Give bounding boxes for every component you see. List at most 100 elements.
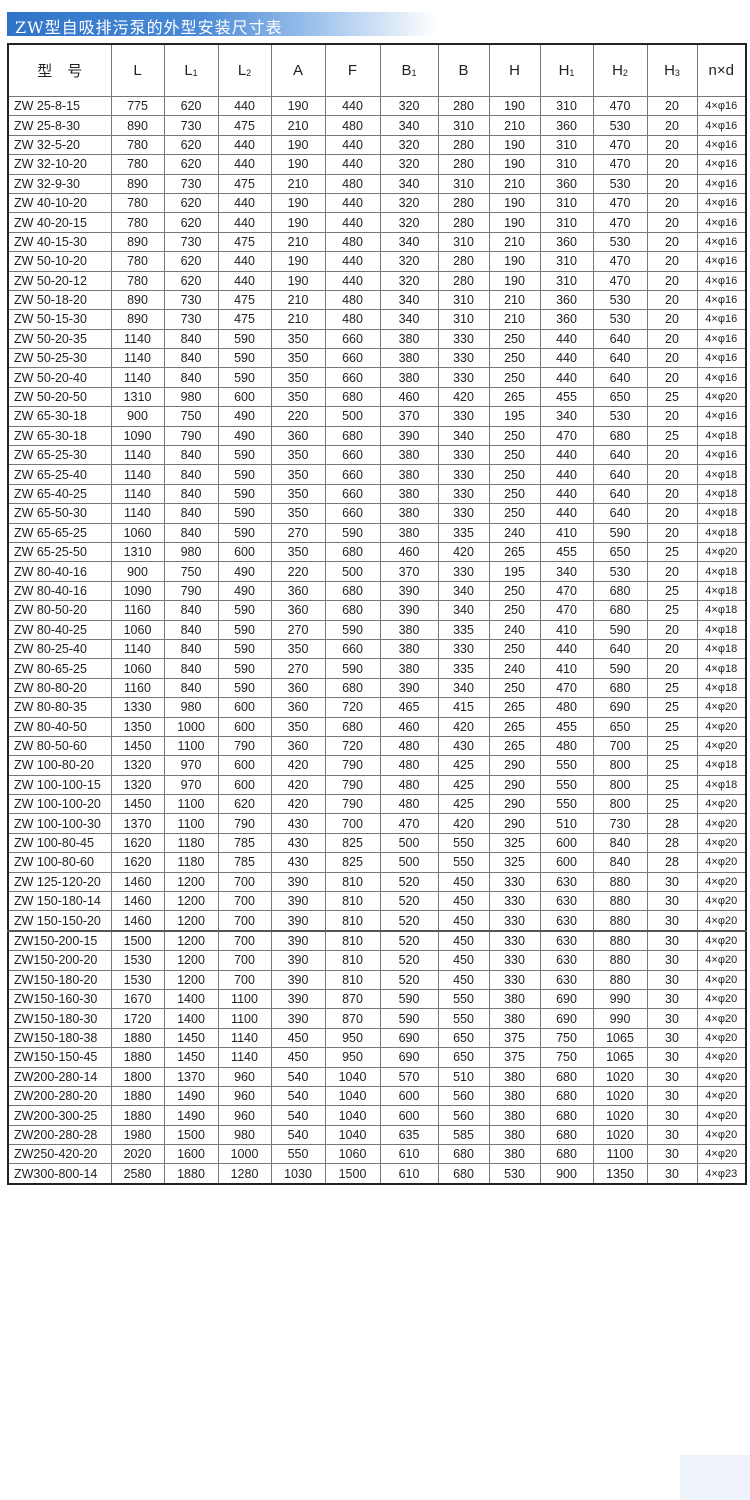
table-cell: 1140 xyxy=(217,1027,272,1049)
table-cell: 590 xyxy=(592,658,648,679)
table-cell: 250 xyxy=(488,483,541,505)
table-cell: 1200 xyxy=(163,910,219,932)
table-cell: 380 xyxy=(379,367,439,388)
model-cell: ZW200-300-25 xyxy=(7,1105,112,1126)
table-cell: 350 xyxy=(270,386,326,408)
table-cell: 20 xyxy=(646,445,698,466)
table-cell: 540 xyxy=(270,1105,326,1126)
table-cell: 335 xyxy=(437,619,490,640)
table-cell: 490 xyxy=(217,580,272,602)
table-cell: 360 xyxy=(539,173,594,194)
table-cell: 590 xyxy=(217,638,272,660)
table-cell: 700 xyxy=(217,871,272,893)
table-cell: 440 xyxy=(324,154,381,175)
table-cell: 1490 xyxy=(163,1105,219,1126)
table-cell: 320 xyxy=(379,270,439,291)
table-cell: 560 xyxy=(437,1085,490,1107)
table-cell: 620 xyxy=(163,251,219,272)
table-cell: 210 xyxy=(488,309,541,330)
table-cell: 475 xyxy=(217,309,272,330)
table-cell: 330 xyxy=(488,891,541,912)
table-cell: 440 xyxy=(539,483,594,505)
table-cell: 330 xyxy=(437,561,490,582)
table-cell: 190 xyxy=(488,251,541,272)
table-cell: 20 xyxy=(646,251,698,272)
table-cell: 440 xyxy=(324,192,381,214)
table-cell: 390 xyxy=(379,425,439,447)
table-cell: 950 xyxy=(324,1027,381,1049)
model-cell: ZW 100-100-15 xyxy=(7,774,112,796)
table-cell: 290 xyxy=(488,774,541,796)
table-cell: 1090 xyxy=(110,425,165,447)
column-header-subscript: 2 xyxy=(622,68,628,78)
table-cell: 470 xyxy=(592,154,648,175)
table-cell: 475 xyxy=(217,115,272,136)
table-cell: 610 xyxy=(379,1163,439,1185)
table-cell: 360 xyxy=(539,289,594,311)
table-cell: 1310 xyxy=(110,541,165,563)
table-cell: 750 xyxy=(539,1027,594,1049)
table-cell: 390 xyxy=(270,950,326,971)
table-cell: 340 xyxy=(437,677,490,699)
table-cell: 700 xyxy=(217,910,272,932)
table-cell: 280 xyxy=(437,251,490,272)
table-cell: 210 xyxy=(488,115,541,136)
table-cell: 4×φ18 xyxy=(696,561,747,582)
model-cell: ZW 80-40-16 xyxy=(7,561,112,582)
table-cell: 455 xyxy=(539,386,594,408)
table-cell: 2580 xyxy=(110,1163,165,1185)
table-row: ZW 125-120-20 1460 1200 700 390 810 520 450 330 6… xyxy=(7,871,747,893)
table-cell: 980 xyxy=(217,1124,272,1146)
table-cell: 340 xyxy=(437,425,490,447)
column-header-label: H xyxy=(664,62,675,79)
table-cell: 650 xyxy=(592,716,648,737)
table-cell: 1040 xyxy=(324,1105,381,1126)
table-cell: 360 xyxy=(270,600,326,621)
table-row: ZW 100-80-60 1620 1180 785 430 825 500 550 325 60… xyxy=(7,852,747,873)
table-cell: 360 xyxy=(270,425,326,447)
table-cell: 470 xyxy=(539,600,594,621)
table-cell: 290 xyxy=(488,813,541,834)
table-cell: 980 xyxy=(163,386,219,408)
table-cell: 890 xyxy=(110,231,165,253)
table-row: ZW 65-50-30 1140 840 590 350 660 380 330 250 440 6… xyxy=(7,503,747,524)
table-cell: 1060 xyxy=(110,619,165,640)
table-cell: 1065 xyxy=(592,1027,648,1049)
table-cell: 680 xyxy=(539,1085,594,1107)
table-cell: 450 xyxy=(437,910,490,932)
table-cell: 4×φ20 xyxy=(696,1008,747,1029)
table-cell: 1020 xyxy=(592,1066,648,1087)
table-cell: 250 xyxy=(488,445,541,466)
table-cell: 4×φ18 xyxy=(696,425,747,447)
table-cell: 680 xyxy=(592,677,648,699)
table-cell: 550 xyxy=(437,988,490,1010)
table-cell: 20 xyxy=(646,270,698,291)
model-cell: ZW 80-65-25 xyxy=(7,658,112,679)
table-cell: 890 xyxy=(110,115,165,136)
table-cell: 4×φ16 xyxy=(696,328,747,350)
model-cell: ZW 65-25-30 xyxy=(7,445,112,466)
table-cell: 690 xyxy=(379,1027,439,1049)
table-cell: 1200 xyxy=(163,950,219,971)
table-cell: 1280 xyxy=(217,1163,272,1185)
table-cell: 590 xyxy=(217,348,272,369)
table-cell: 20 xyxy=(646,503,698,524)
table-cell: 4×φ20 xyxy=(696,852,747,873)
table-cell: 20 xyxy=(646,464,698,485)
table-cell: 240 xyxy=(488,658,541,679)
table-cell: 310 xyxy=(539,270,594,291)
table-cell: 790 xyxy=(217,735,272,757)
table-cell: 840 xyxy=(163,638,219,660)
column-header-label: H xyxy=(612,62,623,79)
table-cell: 530 xyxy=(592,561,648,582)
table-cell: 265 xyxy=(488,386,541,408)
table-cell: 680 xyxy=(324,386,381,408)
table-cell: 210 xyxy=(270,115,326,136)
model-cell: ZW 40-20-15 xyxy=(7,212,112,233)
model-cell: ZW 50-10-20 xyxy=(7,251,112,272)
table-cell: 680 xyxy=(324,677,381,699)
table-cell: 1100 xyxy=(592,1144,648,1165)
table-cell: 30 xyxy=(646,950,698,971)
table-cell: 280 xyxy=(437,270,490,291)
table-cell: 310 xyxy=(437,289,490,311)
